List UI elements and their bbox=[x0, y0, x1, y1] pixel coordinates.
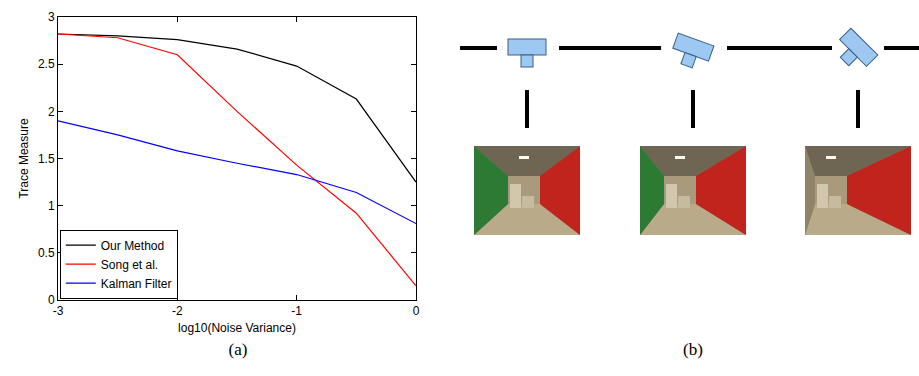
html-text:(a): (a) bbox=[228, 340, 248, 359]
svg-text:Our Method: Our Method bbox=[101, 239, 164, 253]
svg-text:2: 2 bbox=[48, 105, 55, 119]
svg-text:0: 0 bbox=[48, 293, 55, 307]
svg-text:0.5: 0.5 bbox=[38, 246, 55, 260]
svg-text:1.5: 1.5 bbox=[38, 152, 55, 166]
html-text:(b): (b) bbox=[683, 340, 703, 359]
svg-text:3: 3 bbox=[48, 10, 55, 24]
svg-text:-3: -3 bbox=[53, 304, 64, 318]
svg-text:Trace Measure: Trace Measure bbox=[17, 118, 31, 199]
svg-text:Song et al.: Song et al. bbox=[101, 258, 158, 272]
svg-text:-1: -1 bbox=[291, 304, 302, 318]
svg-text:1: 1 bbox=[48, 199, 55, 213]
svg-text:0: 0 bbox=[413, 304, 420, 318]
svg-text:2.5: 2.5 bbox=[38, 57, 55, 71]
svg-text:-2: -2 bbox=[172, 304, 183, 318]
svg-text:log10(Noise Variance): log10(Noise Variance) bbox=[178, 321, 296, 335]
svg-text:Kalman Filter: Kalman Filter bbox=[101, 277, 172, 291]
